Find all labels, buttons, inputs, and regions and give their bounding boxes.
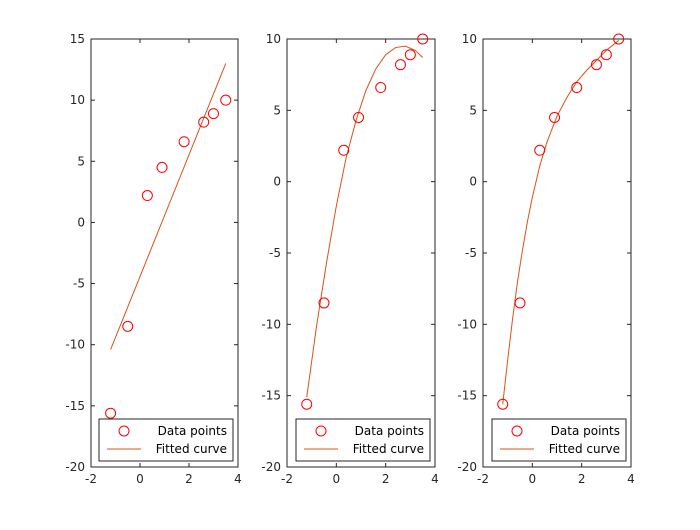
legend-marker-data-points <box>118 425 130 437</box>
x-tick-label: 0 <box>529 472 537 486</box>
data-point-marker <box>394 59 406 71</box>
data-point-marker <box>318 297 330 309</box>
x-tick-label: 0 <box>136 472 144 486</box>
y-tick-label: 0 <box>469 175 477 189</box>
x-tick-label: -2 <box>477 472 489 486</box>
y-tick-label: 10 <box>266 32 281 46</box>
fitted-curve-line <box>110 63 227 350</box>
data-point-marker <box>590 59 602 71</box>
data-point-marker <box>514 297 526 309</box>
data-point-marker <box>613 33 625 45</box>
x-tick-label: -2 <box>85 472 97 486</box>
y-tick-label: -5 <box>73 277 85 291</box>
x-tick-label: 0 <box>333 472 341 486</box>
x-tick-label: 2 <box>382 472 390 486</box>
y-tick-label: 5 <box>273 103 281 117</box>
x-tick-label: 4 <box>234 472 242 486</box>
data-point-marker <box>404 49 416 61</box>
data-point-marker <box>571 82 583 94</box>
legend: Data points Fitted curve <box>98 418 234 462</box>
y-tick-label: -20 <box>65 460 85 474</box>
legend-label: Fitted curve <box>156 442 227 456</box>
data-point-marker <box>301 398 313 410</box>
y-tick-label: 5 <box>77 154 85 168</box>
y-tick-label: -15 <box>65 399 85 413</box>
x-tick-label: 2 <box>185 472 193 486</box>
legend: Data points Fitted curve <box>491 418 627 462</box>
y-tick-label: 0 <box>273 175 281 189</box>
legend-box <box>295 418 431 462</box>
y-tick-label: 10 <box>462 32 477 46</box>
y-tick-label: -15 <box>457 389 477 403</box>
fitted-curve-line <box>306 45 424 398</box>
x-tick-label: -2 <box>281 472 293 486</box>
data-point-marker <box>122 320 134 332</box>
plot-area <box>110 63 227 350</box>
legend-label: Fitted curve <box>353 442 424 456</box>
y-tick-label: -20 <box>457 460 477 474</box>
y-tick-label: -10 <box>457 317 477 331</box>
legend-box <box>98 418 234 462</box>
legend: Data points Fitted curve <box>295 418 431 462</box>
data-point-marker <box>156 161 168 173</box>
data-point-marker <box>497 398 509 410</box>
data-point-marker <box>534 144 546 156</box>
legend-label: Fitted curve <box>549 442 620 456</box>
data-point-marker <box>178 136 190 148</box>
y-tick-label: -5 <box>465 246 477 260</box>
data-point-marker <box>353 111 365 123</box>
y-tick-label: 5 <box>469 103 477 117</box>
legend-marker-data-points <box>315 425 327 437</box>
y-tick-label: 15 <box>70 32 85 46</box>
data-point-marker <box>105 407 117 419</box>
axes-box <box>90 38 239 468</box>
data-point-marker <box>417 33 429 45</box>
plot-area <box>306 45 424 398</box>
y-tick-label: -5 <box>269 246 281 260</box>
y-tick-label: -20 <box>261 460 281 474</box>
legend-label: Data points <box>355 424 424 438</box>
x-tick-label: 4 <box>627 472 635 486</box>
data-point-marker <box>141 190 153 202</box>
data-point-marker <box>208 108 219 120</box>
legend-box <box>491 418 627 462</box>
x-tick-label: 2 <box>578 472 586 486</box>
legend-label: Data points <box>158 424 227 438</box>
y-tick-label: -10 <box>261 317 281 331</box>
data-point-marker <box>338 144 350 156</box>
data-point-marker <box>375 82 387 94</box>
x-tick-label: 4 <box>431 472 439 486</box>
data-point-marker <box>220 94 232 106</box>
data-point-marker <box>549 111 561 123</box>
y-tick-label: 10 <box>70 93 85 107</box>
y-tick-label: -15 <box>261 389 281 403</box>
legend-label: Data points <box>551 424 620 438</box>
data-point-marker <box>600 49 612 61</box>
legend-marker-data-points <box>511 425 523 437</box>
y-tick-label: -10 <box>65 338 85 352</box>
y-tick-label: 0 <box>77 215 85 229</box>
data-point-marker <box>198 116 210 128</box>
